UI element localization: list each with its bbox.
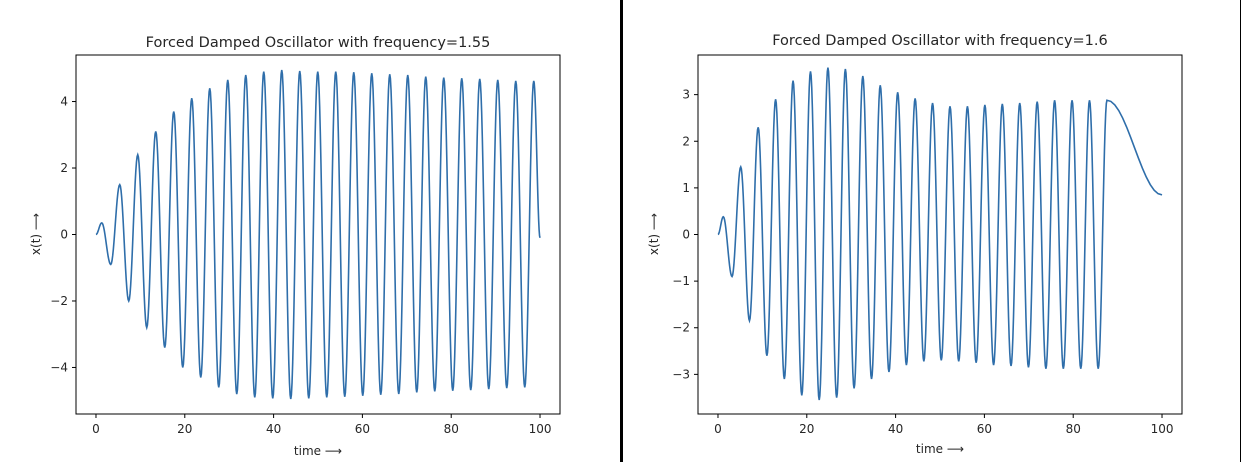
series-line bbox=[717, 67, 1163, 401]
x-ticks: 0 20 40 60 80 100 bbox=[92, 414, 551, 436]
chart-title: Forced Damped Oscillator with frequency=… bbox=[772, 33, 1108, 49]
y-axis-label: x(t) ⟶ bbox=[29, 213, 43, 255]
series-line bbox=[95, 69, 541, 400]
x-tick-label: 20 bbox=[177, 422, 192, 436]
x-tick-label: 100 bbox=[529, 422, 552, 436]
x-tick-label: 0 bbox=[92, 422, 100, 436]
x-tick-label: 60 bbox=[977, 422, 992, 436]
y-axis-label: x(t) ⟶ bbox=[647, 213, 661, 255]
x-tick-label: 100 bbox=[1151, 422, 1174, 436]
x-tick-label: 80 bbox=[1066, 422, 1081, 436]
y-tick-label: 0 bbox=[60, 228, 68, 242]
y-tick-label: −3 bbox=[672, 367, 690, 381]
chart-title: Forced Damped Oscillator with frequency=… bbox=[146, 35, 491, 51]
y-tick-label: 2 bbox=[60, 161, 68, 175]
y-tick-label: −2 bbox=[50, 294, 68, 308]
y-tick-label: −2 bbox=[672, 321, 690, 335]
y-ticks: −4 −2 0 2 4 bbox=[50, 95, 76, 374]
y-ticks: −3 −2 −1 0 1 2 3 bbox=[672, 88, 698, 381]
plot-area bbox=[95, 69, 541, 400]
x-tick-label: 0 bbox=[714, 422, 722, 436]
y-tick-label: −4 bbox=[50, 360, 68, 374]
x-tick-label: 80 bbox=[444, 422, 459, 436]
chart-left: Forced Damped Oscillator with frequency=… bbox=[29, 35, 561, 458]
x-tick-label: 40 bbox=[888, 422, 903, 436]
y-tick-label: −1 bbox=[672, 274, 690, 288]
plot-area bbox=[717, 67, 1163, 401]
y-tick-label: 2 bbox=[682, 134, 690, 148]
y-tick-label: 1 bbox=[682, 181, 690, 195]
y-tick-label: 0 bbox=[682, 228, 690, 242]
chart-right: Forced Damped Oscillator with frequency=… bbox=[647, 33, 1183, 456]
x-axis-label: time ⟶ bbox=[916, 442, 964, 456]
x-tick-label: 40 bbox=[266, 422, 281, 436]
x-axis-label: time ⟶ bbox=[294, 444, 342, 458]
x-tick-label: 20 bbox=[799, 422, 814, 436]
y-tick-label: 4 bbox=[60, 95, 68, 109]
y-tick-label: 3 bbox=[682, 88, 690, 102]
x-tick-label: 60 bbox=[355, 422, 370, 436]
x-ticks: 0 20 40 60 80 100 bbox=[714, 414, 1173, 436]
